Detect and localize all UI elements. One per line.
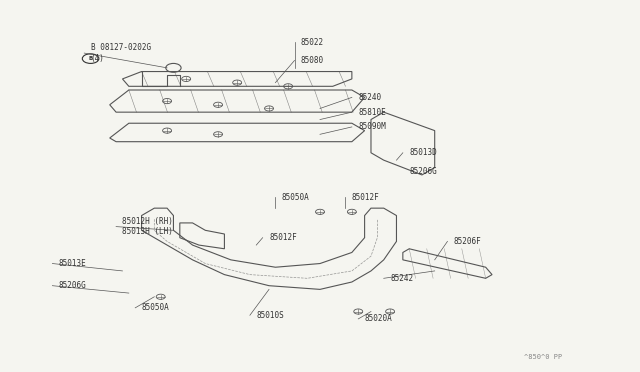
Text: 85080: 85080 bbox=[301, 56, 324, 65]
Text: 85012H (RH)
85013H (LH): 85012H (RH) 85013H (LH) bbox=[122, 217, 173, 236]
Text: 85012F: 85012F bbox=[269, 233, 297, 242]
Text: 85240: 85240 bbox=[358, 93, 381, 102]
Text: 85206F: 85206F bbox=[454, 237, 481, 246]
Text: ^850^0 PP: ^850^0 PP bbox=[524, 353, 562, 359]
Text: 85010S: 85010S bbox=[256, 311, 284, 320]
Text: 85206G: 85206G bbox=[59, 281, 86, 290]
Text: 85810E: 85810E bbox=[358, 108, 386, 117]
Text: 85013D: 85013D bbox=[409, 148, 437, 157]
Text: 85242: 85242 bbox=[390, 274, 413, 283]
Text: B 08127-0202G
(4): B 08127-0202G (4) bbox=[91, 44, 151, 63]
Text: 85090M: 85090M bbox=[358, 122, 386, 131]
Text: B: B bbox=[88, 56, 93, 61]
Text: 85020A: 85020A bbox=[365, 314, 392, 323]
Text: 85012F: 85012F bbox=[352, 193, 380, 202]
Text: 85013E: 85013E bbox=[59, 259, 86, 268]
Text: 85050A: 85050A bbox=[141, 303, 170, 312]
Text: 85050A: 85050A bbox=[282, 193, 310, 202]
Text: 85206G: 85206G bbox=[409, 167, 437, 176]
Text: 85022: 85022 bbox=[301, 38, 324, 46]
